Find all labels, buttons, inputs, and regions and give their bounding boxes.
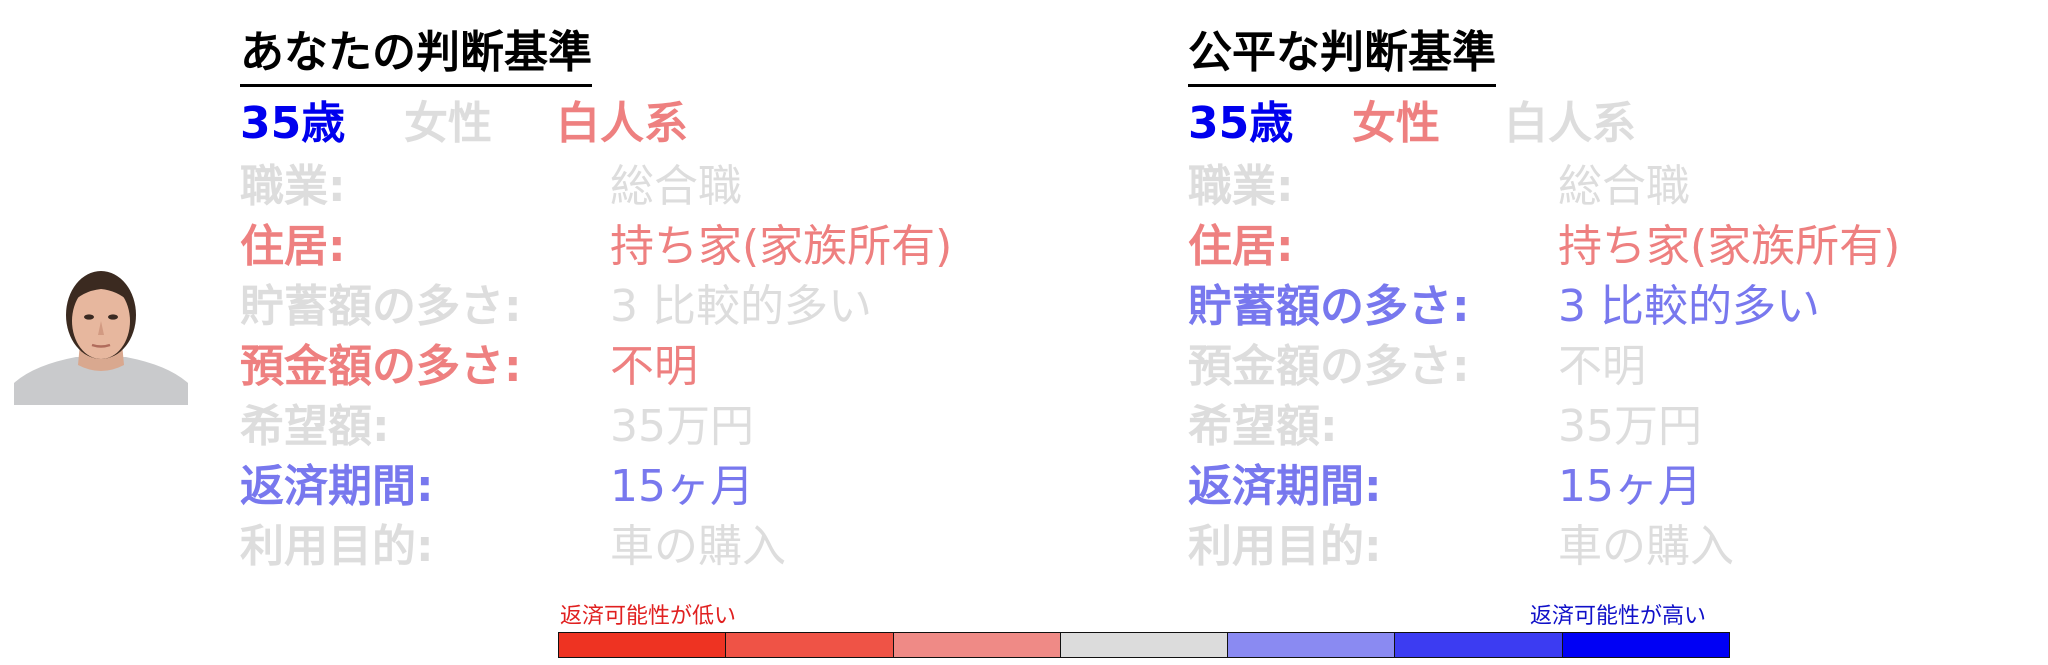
attribute-key: 住居: <box>1188 221 1294 272</box>
scale-segment <box>1562 632 1730 658</box>
attribute-key: 住居: <box>240 221 346 272</box>
demographic-race: 白人系 <box>556 98 688 149</box>
attribute-row-repayment-period: 返済期間: 15ヶ月 <box>240 457 754 517</box>
scale-segment <box>1228 632 1396 658</box>
applicant-portrait <box>14 271 188 405</box>
attribute-row-savings: 貯蓄額の多さ: 3 比較的多い <box>240 277 872 337</box>
attribute-row-occupation: 職業: 総合職 <box>1188 157 1690 217</box>
fair-demographics: 35歳 女性 白人系 <box>1188 93 1636 155</box>
attribute-row-savings: 貯蓄額の多さ: 3 比較的多い <box>1188 277 1820 337</box>
attribute-row-occupation: 職業: 総合職 <box>240 157 742 217</box>
attribute-key: 返済期間: <box>1188 461 1382 512</box>
attribute-key: 預金額の多さ: <box>240 341 522 392</box>
scale-segment <box>1395 632 1563 658</box>
attribute-value: 車の購入 <box>610 521 786 572</box>
fair-criteria-title: 公平な判断基準 <box>1188 22 1496 87</box>
attribute-value: 車の購入 <box>1558 521 1734 572</box>
attribute-row-housing: 住居: 持ち家(家族所有) <box>1188 217 1900 277</box>
attribute-row-requested-amount: 希望額: 35万円 <box>1188 397 1702 457</box>
attribute-value: 不明 <box>1558 341 1646 392</box>
your-attribute-list: 職業: 総合職 住居: 持ち家(家族所有) 貯蓄額の多さ: 3 比較的多い 預金… <box>240 157 952 577</box>
demographic-age: 35歳 <box>240 98 346 149</box>
attribute-key: 返済期間: <box>240 461 434 512</box>
attribute-value: 15ヶ月 <box>1558 461 1702 512</box>
attribute-key: 貯蓄額の多さ: <box>1188 281 1470 332</box>
demographic-age: 35歳 <box>1188 98 1294 149</box>
attribute-value: 35万円 <box>1558 401 1702 452</box>
demographic-sex: 女性 <box>404 98 492 149</box>
attribute-key: 希望額: <box>240 401 390 452</box>
your-criteria-panel: あなたの判断基準 35歳 女性 白人系 職業: 総合職 住居: 持ち家(家族所有) … <box>240 22 952 577</box>
attribute-value: 不明 <box>610 341 698 392</box>
attribute-key: 職業: <box>1188 161 1294 212</box>
attribute-key: 貯蓄額の多さ: <box>240 281 522 332</box>
attribute-value: 総合職 <box>1558 161 1690 212</box>
fair-attribute-list: 職業: 総合職 住居: 持ち家(家族所有) 貯蓄額の多さ: 3 比較的多い 預金… <box>1188 157 1900 577</box>
scale-segment <box>893 632 1061 658</box>
demographic-race: 白人系 <box>1504 98 1636 149</box>
attribute-row-purpose: 利用目的: 車の購入 <box>240 517 786 577</box>
legend-high-label: 返済可能性が高い <box>1530 604 1707 629</box>
attribute-key: 職業: <box>240 161 346 212</box>
attribute-value: 持ち家(家族所有) <box>1558 221 1901 272</box>
attribute-row-deposit: 預金額の多さ: 不明 <box>240 337 698 397</box>
attribute-key: 預金額の多さ: <box>1188 341 1470 392</box>
attribute-value: 3 比較的多い <box>1558 281 1820 332</box>
legend-low-label: 返済可能性が低い <box>560 604 737 629</box>
attribute-value: 3 比較的多い <box>610 281 872 332</box>
legend-color-scale <box>558 632 1730 658</box>
attribute-value: 持ち家(家族所有) <box>610 221 953 272</box>
attribute-value: 15ヶ月 <box>610 461 754 512</box>
attribute-row-purpose: 利用目的: 車の購入 <box>1188 517 1734 577</box>
attribute-row-requested-amount: 希望額: 35万円 <box>240 397 754 457</box>
your-demographics: 35歳 女性 白人系 <box>240 93 688 155</box>
scale-segment <box>1060 632 1229 658</box>
attribute-row-deposit: 預金額の多さ: 不明 <box>1188 337 1646 397</box>
attribute-row-housing: 住居: 持ち家(家族所有) <box>240 217 952 277</box>
attribute-key: 利用目的: <box>1188 521 1382 572</box>
scale-segment <box>726 632 894 658</box>
attribute-row-repayment-period: 返済期間: 15ヶ月 <box>1188 457 1702 517</box>
attribute-value: 総合職 <box>610 161 742 212</box>
fair-criteria-panel: 公平な判断基準 35歳 女性 白人系 職業: 総合職 住居: 持ち家(家族所有) 貯… <box>1188 22 1900 577</box>
scale-segment <box>558 632 727 658</box>
demographic-sex: 女性 <box>1352 98 1440 149</box>
attribute-key: 希望額: <box>1188 401 1338 452</box>
attribute-value: 35万円 <box>610 401 754 452</box>
your-criteria-title: あなたの判断基準 <box>240 22 592 87</box>
attribute-key: 利用目的: <box>240 521 434 572</box>
